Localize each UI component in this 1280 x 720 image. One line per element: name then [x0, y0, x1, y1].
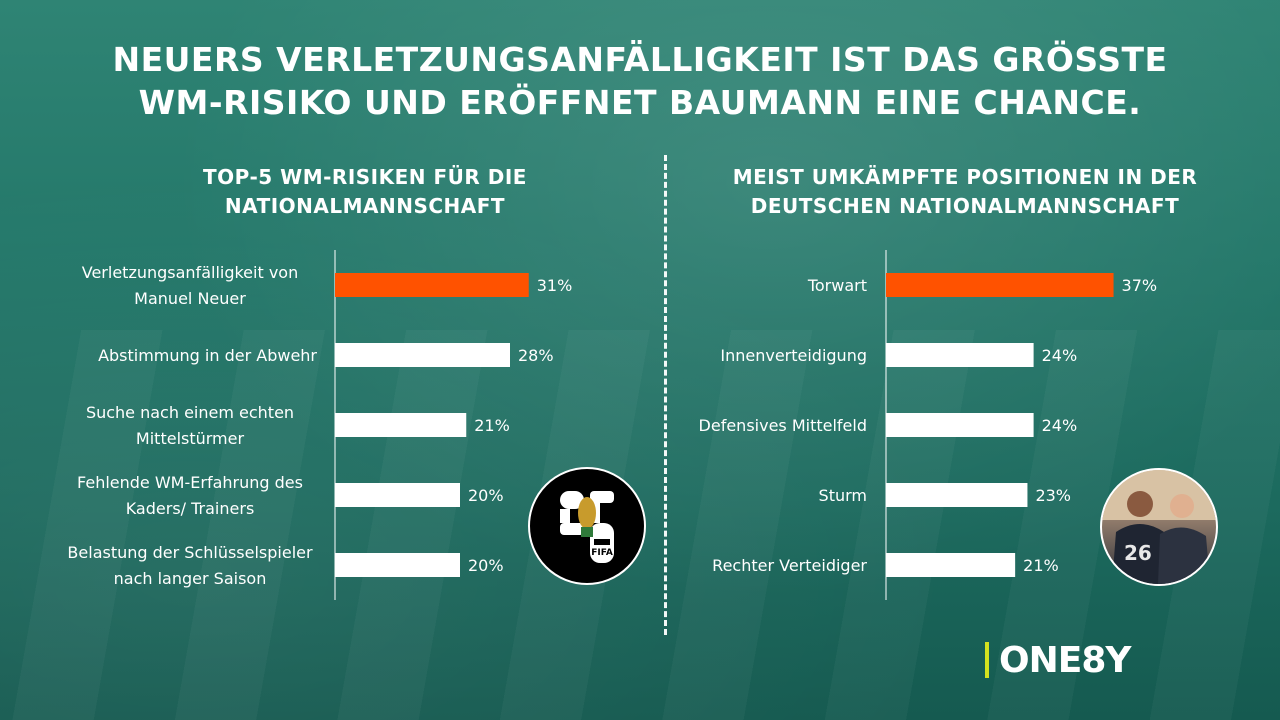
right-chart-title-line-1: MEIST UMKÄMPFTE POSITIONEN IN DER — [732, 165, 1198, 189]
right-chart-value-label: 37% — [1122, 276, 1158, 295]
page-title: NEUERS VERLETZUNGSANFÄLLIGKEIT IST DAS G… — [110, 38, 1170, 124]
right-chart-category-label: Torwart — [807, 276, 867, 295]
left-chart-category-label: Belastung der Schlüsselspieler — [67, 543, 313, 562]
right-chart-bar — [886, 483, 1028, 507]
right-chart-value-label: 24% — [1042, 416, 1078, 435]
left-chart-value-label: 21% — [474, 416, 510, 435]
players-photo-icon: 26 — [1100, 468, 1218, 586]
right-chart-bar — [886, 553, 1016, 577]
left-chart-category-label: Kaders/ Trainers — [126, 499, 255, 518]
right-chart-category-label: Innenverteidigung — [720, 346, 867, 365]
logo-text: ONE8Y — [999, 639, 1131, 681]
right-chart-category-label: Sturm — [819, 486, 867, 505]
left-chart-value-label: 31% — [537, 276, 573, 295]
left-chart-category-label: nach langer Saison — [114, 569, 267, 588]
left-chart-category-label: Manuel Neuer — [134, 289, 246, 308]
svg-text:26: 26 — [1124, 541, 1152, 565]
left-chart-bar — [335, 483, 460, 507]
right-chart-bar — [886, 343, 1034, 367]
right-chart-value-label: 21% — [1023, 556, 1059, 575]
right-chart-bar — [886, 413, 1034, 437]
right-chart-value-label: 23% — [1035, 486, 1071, 505]
left-chart-value-label: 28% — [518, 346, 554, 365]
right-chart-category-label: Defensives Mittelfeld — [699, 416, 867, 435]
right-chart-value-label: 24% — [1042, 346, 1078, 365]
right-chart-title: MEIST UMKÄMPFTE POSITIONEN IN DER DEUTSC… — [705, 163, 1225, 221]
chart-divider — [664, 155, 667, 635]
right-chart-category-label: Rechter Verteidiger — [712, 556, 867, 575]
left-chart-title: TOP-5 WM-RISIKEN FÜR DIE NATIONALMANNSCH… — [130, 163, 600, 221]
right-chart-bar — [886, 273, 1114, 297]
logo-accent-bar — [985, 642, 989, 678]
one8y-logo: ONE8Y — [985, 638, 1131, 682]
left-chart-title-line-1: TOP-5 WM-RISIKEN FÜR DIE — [203, 165, 527, 189]
page-title-line-2: WM-RISIKO UND ERÖFFNET BAUMANN EINE CHAN… — [138, 83, 1142, 122]
left-chart-category-label: Abstimmung in der Abwehr — [98, 346, 317, 365]
left-chart-category-label: Verletzungsanfälligkeit von — [82, 263, 298, 282]
left-chart-value-label: 20% — [468, 556, 504, 575]
fifa-world-cup-2026-logo-icon: FIFA — [528, 467, 646, 585]
left-chart-category-label: Mittelstürmer — [136, 429, 245, 448]
left-chart-value-label: 20% — [468, 486, 504, 505]
left-chart-category-label: Suche nach einem echten — [86, 403, 294, 422]
svg-text:FIFA: FIFA — [591, 548, 613, 558]
left-chart-category-label: Fehlende WM-Erfahrung des — [77, 473, 303, 492]
left-chart-title-line-2: NATIONALMANNSCHAFT — [224, 194, 506, 218]
left-chart-bar — [335, 553, 460, 577]
page-title-line-1: NEUERS VERLETZUNGSANFÄLLIGKEIT IST DAS G… — [112, 40, 1168, 79]
right-chart-title-line-2: DEUTSCHEN NATIONALMANNSCHAFT — [750, 194, 1180, 218]
left-chart-bar — [335, 413, 467, 437]
left-chart-bar — [335, 343, 510, 367]
left-chart-bar — [335, 273, 529, 297]
